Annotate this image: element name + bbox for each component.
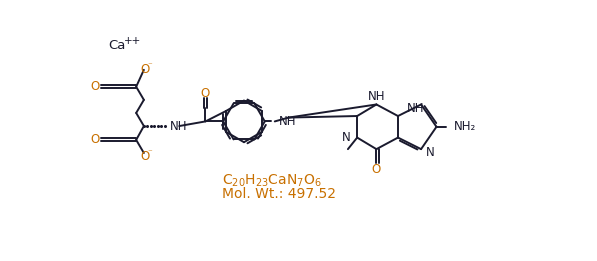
Text: O: O: [141, 63, 150, 76]
Text: NH: NH: [407, 102, 424, 115]
Text: NH: NH: [368, 90, 385, 103]
Text: ⁻: ⁻: [147, 149, 152, 157]
Text: O: O: [372, 163, 381, 176]
Text: NH: NH: [279, 115, 296, 128]
Text: ++: ++: [124, 36, 141, 46]
Text: O: O: [90, 133, 99, 146]
Text: ⁻: ⁻: [147, 62, 152, 70]
Text: Ca: Ca: [109, 39, 126, 52]
Text: N: N: [426, 146, 435, 159]
Text: N: N: [342, 131, 351, 144]
Text: O: O: [201, 87, 210, 100]
Text: O: O: [90, 80, 99, 93]
Text: Mol. Wt.: 497.52: Mol. Wt.: 497.52: [223, 187, 337, 201]
Text: O: O: [141, 150, 150, 163]
Text: $\mathregular{C_{20}H_{23}CaN_{7}O_{6}}$: $\mathregular{C_{20}H_{23}CaN_{7}O_{6}}$: [223, 173, 322, 189]
Text: NH₂: NH₂: [453, 120, 476, 133]
Text: NH: NH: [170, 120, 187, 133]
